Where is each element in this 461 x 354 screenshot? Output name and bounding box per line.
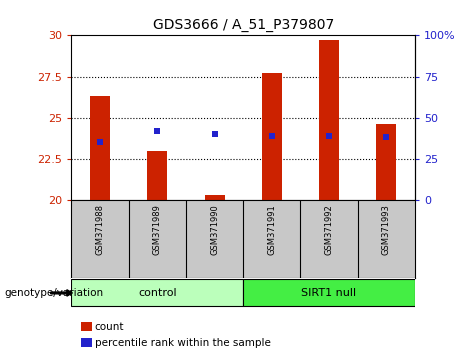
Bar: [90, 96, 110, 200]
Text: SIRT1 null: SIRT1 null: [301, 288, 357, 298]
Text: GSM371993: GSM371993: [382, 204, 391, 255]
Bar: [376, 124, 396, 200]
Text: count: count: [95, 322, 124, 332]
Text: GSM371989: GSM371989: [153, 204, 162, 255]
Text: percentile rank within the sample: percentile rank within the sample: [95, 338, 271, 348]
Text: genotype/variation: genotype/variation: [5, 288, 104, 298]
Bar: [148, 151, 167, 200]
Text: GSM371992: GSM371992: [325, 204, 334, 255]
Title: GDS3666 / A_51_P379807: GDS3666 / A_51_P379807: [153, 18, 334, 32]
Bar: [243, 279, 415, 307]
Text: GSM371991: GSM371991: [267, 204, 276, 255]
Bar: [71, 279, 243, 307]
Bar: [262, 73, 282, 200]
Text: control: control: [138, 288, 177, 298]
Bar: [205, 195, 225, 200]
Bar: [319, 40, 339, 200]
Text: GSM371990: GSM371990: [210, 204, 219, 255]
Text: GSM371988: GSM371988: [95, 204, 105, 255]
